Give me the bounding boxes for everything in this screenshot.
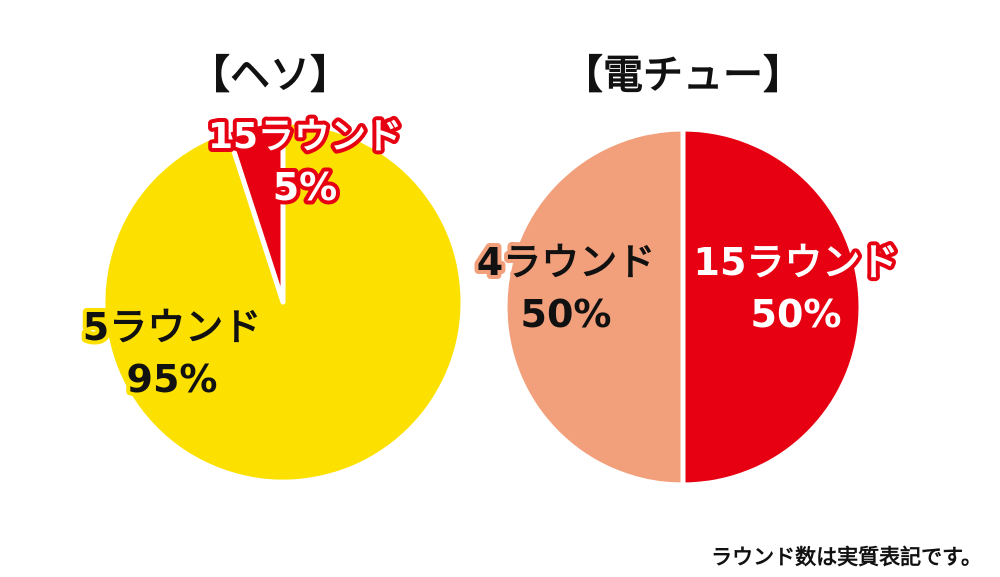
footnote: ラウンド数は実質表記です。 (711, 545, 982, 569)
heso-percent-5round: 95% (127, 357, 218, 401)
denchu-percent-4round: 50% (521, 292, 612, 336)
denchu-label-4round: 4ラウンド (477, 240, 655, 284)
denchu-slice-4round (502, 126, 686, 488)
denchu-pie-chart: 【電チュー】 4ラウンド 50% 15ラウンド 50% (473, 52, 902, 488)
denchu-label-15round: 15ラウンド (694, 240, 899, 284)
heso-label-15round: 15ラウンド (208, 116, 402, 157)
heso-chart-title: 【ヘソ】 (190, 52, 350, 98)
heso-pie-chart: 【ヘソ】 5ラウンド 95% 15ラウンド 5% (79, 52, 466, 485)
denchu-chart-title: 【電チュー】 (563, 52, 803, 98)
denchu-slice-15round (680, 126, 864, 488)
denchu-percent-15round: 50% (751, 292, 842, 336)
heso-percent-15round: 5% (273, 165, 338, 209)
heso-label-5round: 5ラウンド (83, 305, 261, 349)
heso-slice-15round (224, 119, 286, 305)
